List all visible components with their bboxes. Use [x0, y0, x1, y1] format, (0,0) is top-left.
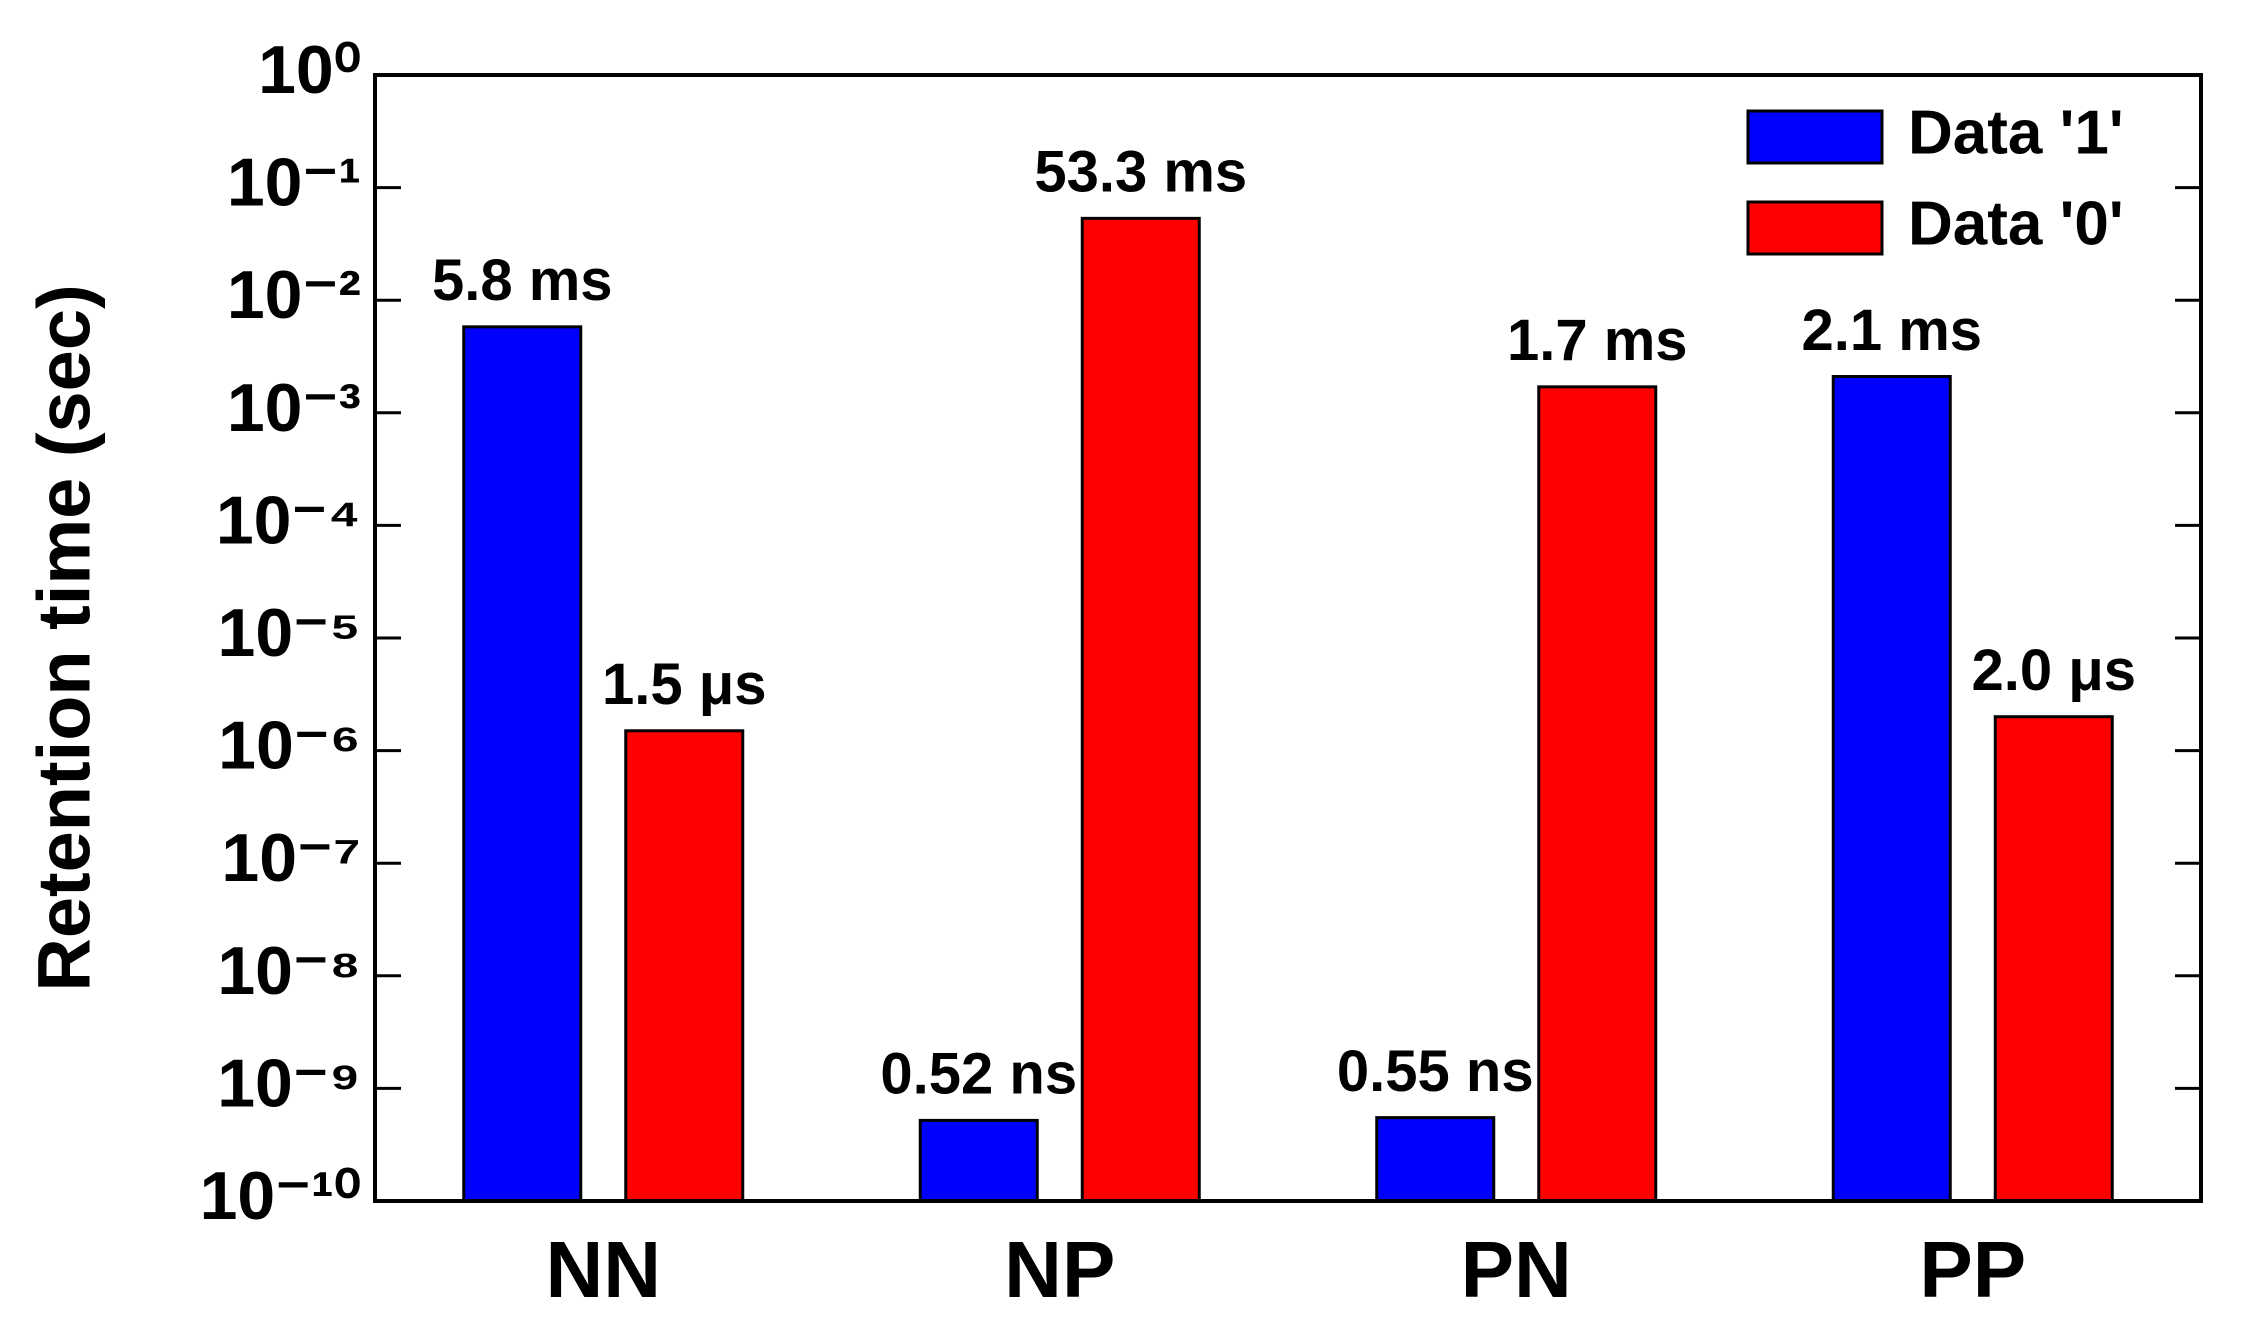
value-label: 1.5 μs	[602, 652, 766, 717]
x-tick-label: PN	[1461, 1225, 1572, 1314]
y-tick-label: 10⁻⁴	[216, 482, 361, 558]
x-tick-label: NP	[1004, 1225, 1115, 1314]
bar	[1831, 375, 1952, 1203]
value-label: 1.7 ms	[1507, 308, 1688, 373]
value-label: 5.8 ms	[432, 248, 613, 313]
y-tick-label: 10⁻¹	[227, 145, 361, 221]
legend-label: Data '1'	[1908, 98, 2124, 167]
bar	[462, 325, 583, 1203]
y-tick-label: 10⁻²	[227, 257, 361, 333]
y-tick-label: 10⁻⁹	[217, 1045, 361, 1121]
value-label: 2.0 μs	[1972, 638, 2136, 703]
bar	[624, 729, 745, 1203]
bar	[1537, 385, 1658, 1203]
y-tick-label: 10⁻³	[227, 370, 361, 446]
y-tick-label: 10⁻⁵	[218, 595, 361, 671]
bar	[918, 1118, 1039, 1203]
value-label: 2.1 ms	[1801, 298, 1982, 363]
x-tick-label: NN	[545, 1225, 661, 1314]
y-tick-label: 10⁻⁷	[221, 820, 361, 896]
y-tick-label: 10⁻⁶	[218, 708, 361, 784]
y-tick-label: 10⁻⁸	[217, 933, 361, 1009]
bar	[1080, 216, 1201, 1203]
bar	[1993, 715, 2114, 1203]
plot-frame	[373, 73, 2203, 1203]
value-label: 0.55 ns	[1337, 1039, 1534, 1104]
bar	[1375, 1116, 1496, 1203]
y-axis-label: Retention time (sec)	[23, 284, 106, 991]
y-tick-label: 10⁻¹⁰	[200, 1158, 361, 1234]
legend-swatch	[1746, 200, 1884, 256]
value-label: 53.3 ms	[1034, 140, 1247, 205]
y-tick-label: 10⁰	[258, 32, 361, 108]
x-tick-label: PP	[1919, 1225, 2026, 1314]
legend-label: Data '0'	[1908, 189, 2124, 258]
value-label: 0.52 ns	[880, 1042, 1077, 1107]
legend-swatch	[1746, 109, 1884, 165]
